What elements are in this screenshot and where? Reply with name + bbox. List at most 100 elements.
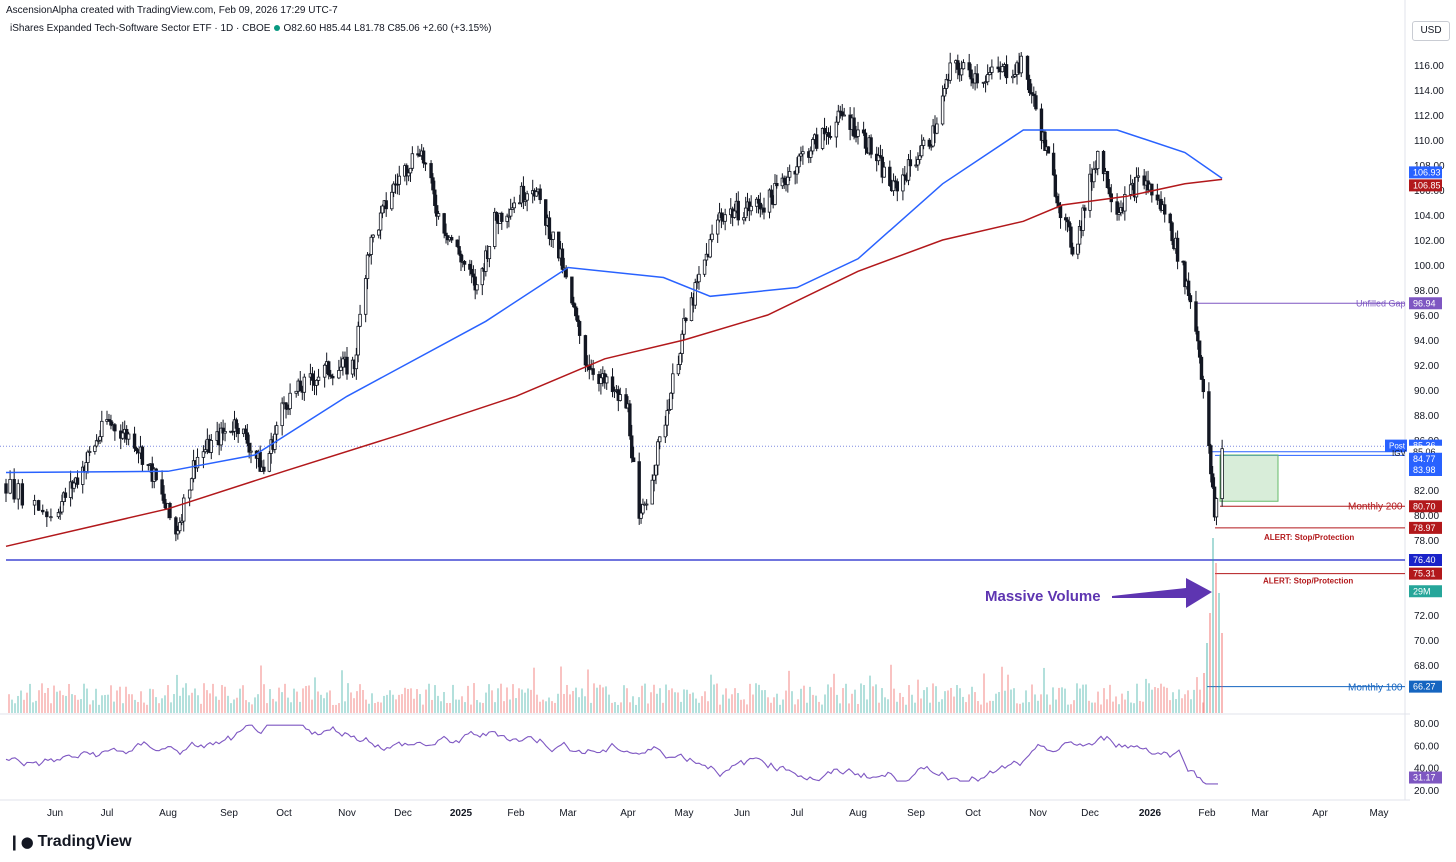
candle-body xyxy=(684,317,688,322)
time-axis-label: May xyxy=(675,808,694,819)
time-axis-label: Oct xyxy=(276,808,292,819)
candle-body xyxy=(310,373,315,381)
candle-body xyxy=(948,62,952,81)
volume-bar xyxy=(212,683,214,713)
volume-bar xyxy=(785,690,787,713)
candle-body xyxy=(822,127,827,135)
candle-body xyxy=(1210,473,1215,488)
candle-body xyxy=(743,207,748,219)
volume-bar xyxy=(566,684,568,713)
volume-bar xyxy=(1181,698,1183,713)
volume-bar xyxy=(500,683,502,713)
volume-bar xyxy=(1094,702,1096,713)
candle-body xyxy=(656,441,660,466)
volume-bar xyxy=(722,694,724,713)
volume-bar xyxy=(380,702,382,713)
candle-body xyxy=(916,159,920,166)
volume-bar xyxy=(506,687,508,713)
candle-body xyxy=(1150,183,1154,196)
volume-bar xyxy=(725,688,727,713)
candle-body xyxy=(908,159,913,167)
candle-body xyxy=(408,167,413,174)
volume-bar xyxy=(53,685,55,713)
volume-bar xyxy=(641,685,643,713)
volume-bar xyxy=(116,690,118,713)
candle-body xyxy=(500,212,504,222)
currency-button[interactable]: USD xyxy=(1412,21,1450,41)
volume-bar xyxy=(14,703,16,713)
price-tag-value: 80.70 xyxy=(1413,501,1436,511)
volume-bar xyxy=(521,689,523,713)
candle-body xyxy=(801,151,805,155)
candle-body xyxy=(736,200,740,221)
volume-bar xyxy=(398,694,400,713)
volume-bar xyxy=(599,684,601,713)
volume-bar xyxy=(836,694,838,713)
volume-bar xyxy=(458,699,460,713)
candle-body xyxy=(1197,340,1202,358)
candle-body xyxy=(852,117,856,137)
volume-bar xyxy=(605,686,607,713)
volume-bar xyxy=(902,696,904,713)
volume-bar-spike xyxy=(1212,538,1214,713)
tradingview-logo[interactable]: ❙● TradingView xyxy=(8,833,132,851)
candle-body xyxy=(329,374,333,377)
candle-body xyxy=(518,202,522,205)
ohlc-close: C85.06 xyxy=(387,23,420,34)
volume-bar xyxy=(878,702,880,713)
candle-body xyxy=(863,132,868,149)
symbol-title[interactable]: iShares Expanded Tech-Software Sector ET… xyxy=(10,23,271,34)
candle-body xyxy=(575,315,580,322)
volume-bar xyxy=(1193,689,1195,713)
volume-bar xyxy=(584,696,586,713)
volume-bar xyxy=(311,699,313,713)
volume-bar xyxy=(383,695,385,713)
candle-body xyxy=(187,489,192,499)
volume-bar xyxy=(248,702,250,713)
candle-body xyxy=(60,501,64,513)
candle-body xyxy=(1004,64,1009,79)
volume-bar xyxy=(956,685,958,713)
volume-bar xyxy=(764,690,766,713)
candle-body xyxy=(93,445,97,452)
candle-body xyxy=(551,231,555,240)
candle-body xyxy=(944,78,949,89)
candle-body xyxy=(961,62,966,70)
volume-bar xyxy=(188,695,190,713)
price-axis-tick: 100.00 xyxy=(1414,261,1445,272)
volume-bar xyxy=(1133,703,1135,713)
volume-bar xyxy=(254,697,256,713)
volume-bar xyxy=(719,704,721,713)
price-tag-value: 106.85 xyxy=(1413,180,1441,190)
volume-bar xyxy=(788,670,790,713)
volume-bar xyxy=(140,691,142,713)
volume-bar xyxy=(461,696,463,713)
volume-bar xyxy=(989,700,991,713)
volume-bar xyxy=(1136,683,1138,713)
volume-bar xyxy=(548,697,550,713)
candle-body xyxy=(996,66,1000,70)
time-axis-label: 2025 xyxy=(450,808,473,819)
volume-bar xyxy=(119,686,121,713)
volume-bar xyxy=(317,691,319,713)
volume-bar xyxy=(104,694,106,713)
price-tag xyxy=(1409,521,1442,534)
candle-body xyxy=(421,150,426,164)
candle-body xyxy=(203,449,208,453)
candle-body xyxy=(63,492,68,498)
candle-body xyxy=(162,493,166,504)
price-tag-value: 29M xyxy=(1413,586,1431,596)
candle-body xyxy=(935,123,939,134)
candle-body xyxy=(423,162,428,165)
candle-body xyxy=(4,483,8,494)
candle-body xyxy=(1163,204,1167,215)
candle-body xyxy=(371,234,375,238)
volume-bar xyxy=(761,690,763,713)
volume-bar xyxy=(1070,704,1072,713)
candle-body xyxy=(710,233,714,241)
price-tag xyxy=(1409,452,1442,465)
candle-body xyxy=(1115,201,1119,215)
volume-bar xyxy=(8,694,10,713)
candle-body xyxy=(918,155,922,160)
